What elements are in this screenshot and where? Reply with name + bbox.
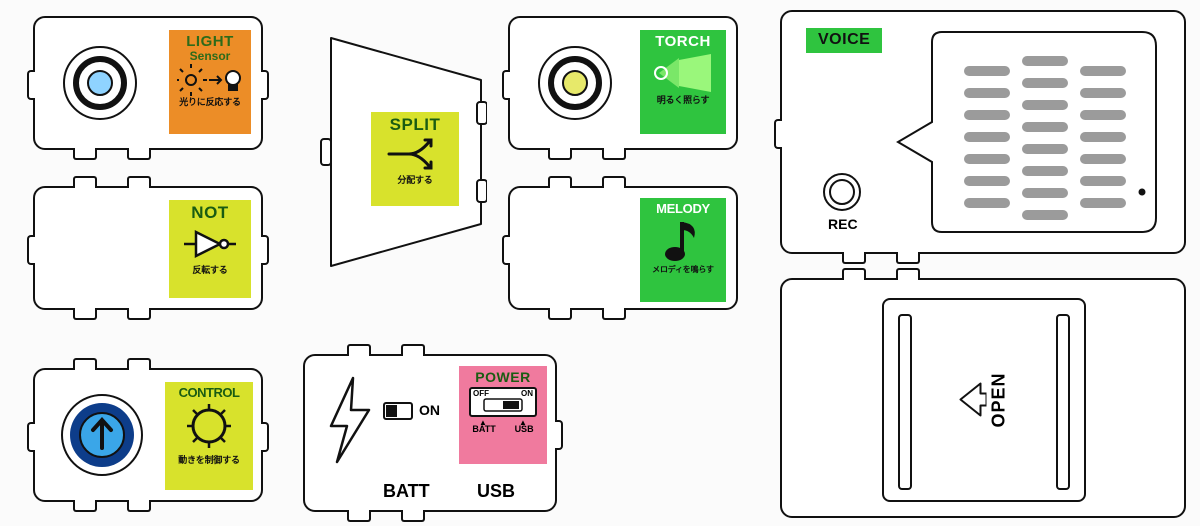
module-light-sensor: LIGHT Sensor 光りに反応する [33, 16, 263, 150]
not-desc: 反転する [173, 266, 247, 275]
open-label: OPEN [989, 372, 1010, 427]
power-title: POWER [463, 370, 543, 385]
label-light: LIGHT Sensor 光りに反応する [169, 30, 251, 134]
torch-lens [530, 38, 620, 128]
power-main-switch[interactable] [383, 402, 413, 422]
label-voice: VOICE [806, 28, 882, 53]
module-split: SPLIT 分配する [291, 32, 487, 272]
light-desc: 光りに反応する [173, 98, 247, 107]
light-title: LIGHT [173, 34, 247, 50]
split-title: SPLIT [375, 116, 455, 134]
melody-title: MELODY [644, 202, 722, 216]
rec-button[interactable] [820, 170, 864, 214]
power-usb-small: USB [515, 425, 534, 434]
label-power: POWER OFF ON ▲▲ BATT USB [459, 366, 547, 464]
split-desc: 分配する [375, 176, 455, 185]
module-torch: TORCH 明るく照らす [508, 16, 738, 150]
voice-speaker [892, 22, 1172, 242]
label-torch: TORCH 明るく照らす [640, 30, 726, 134]
control-title: CONTROL [169, 386, 249, 400]
label-melody: MELODY メロディを鳴らす [640, 198, 726, 302]
battery-door[interactable]: OPEN [882, 298, 1086, 502]
label-control: CONTROL 動きを制御する [165, 382, 253, 490]
module-battery: OPEN [780, 278, 1186, 518]
voice-title: VOICE [818, 31, 870, 48]
not-title: NOT [173, 204, 247, 222]
control-desc: 動きを制御する [169, 456, 249, 465]
rec-label: REC [828, 216, 858, 232]
module-voice: VOICE REC [780, 10, 1186, 254]
module-not: NOT 反転する [33, 186, 263, 310]
lightning-icon [323, 376, 377, 466]
control-button[interactable] [55, 388, 149, 482]
light-sub: Sensor [173, 50, 247, 63]
power-on2: ON [521, 390, 533, 398]
label-not: NOT 反転する [169, 200, 251, 298]
power-on-label: ON [419, 402, 440, 418]
power-off: OFF [473, 390, 489, 398]
melody-desc: メロディを鳴らす [644, 266, 722, 274]
power-usb-label: USB [477, 481, 515, 502]
label-split: SPLIT 分配する [371, 112, 459, 206]
power-batt-small: BATT [472, 425, 495, 434]
module-control: CONTROL 動きを制御する [33, 368, 263, 502]
module-power: ON POWER OFF ON ▲▲ BATT USB BATT USB [303, 354, 557, 512]
torch-desc: 明るく照らす [644, 96, 722, 105]
torch-title: TORCH [644, 34, 722, 50]
module-melody: MELODY メロディを鳴らす [508, 186, 738, 310]
power-batt-label: BATT [383, 481, 430, 502]
